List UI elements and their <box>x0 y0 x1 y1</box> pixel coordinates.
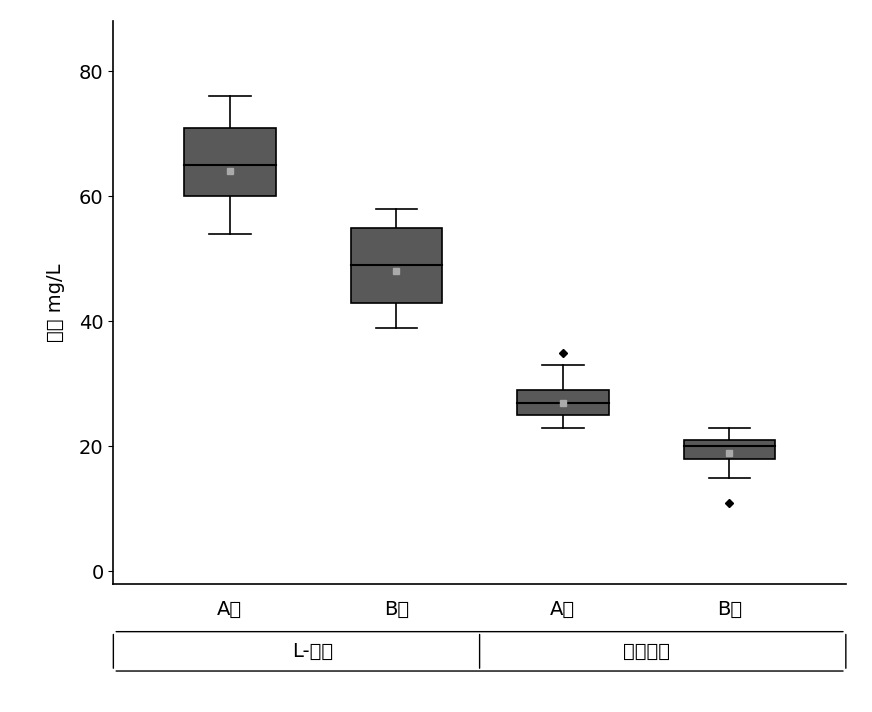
Text: 十六烷酸: 十六烷酸 <box>623 642 670 661</box>
Y-axis label: 浓度 mg/L: 浓度 mg/L <box>46 263 65 342</box>
Bar <box>351 228 442 303</box>
Text: L-乳酸: L-乳酸 <box>293 642 334 661</box>
Bar <box>684 440 775 459</box>
Bar <box>517 390 609 415</box>
Bar <box>184 127 276 197</box>
